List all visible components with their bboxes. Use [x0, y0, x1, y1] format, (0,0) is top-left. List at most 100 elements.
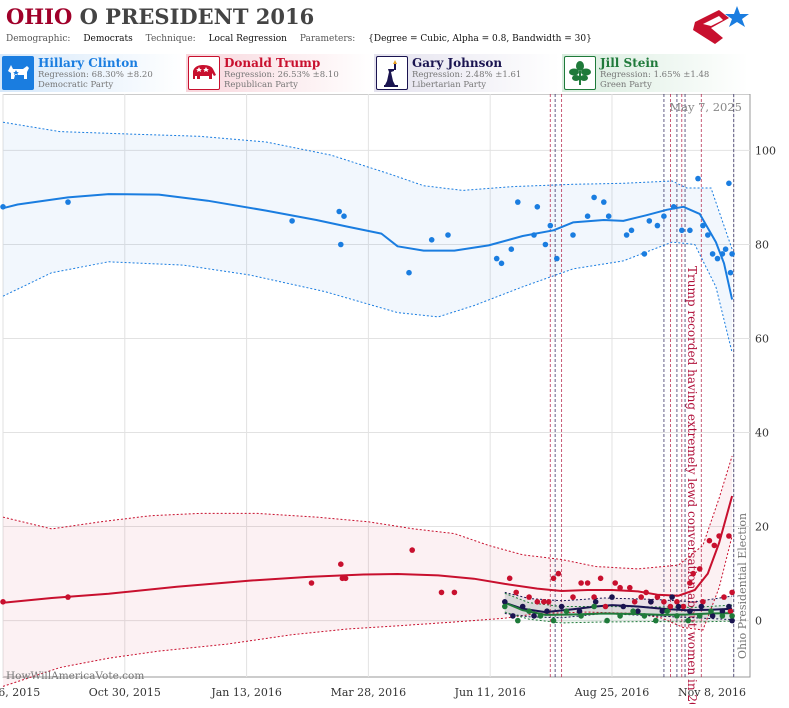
- hillary-clinton-poll-point: [406, 269, 412, 276]
- donald-trump-poll-point: [591, 594, 597, 600]
- hillary-clinton-poll-point: [661, 213, 667, 219]
- candidate-regression: Regression: 26.53% ±8.10: [224, 70, 339, 80]
- hillary-clinton-poll-point: [726, 180, 732, 187]
- candidate-card-johnson[interactable]: Gary Johnson Regression: 2.48% ±1.61 Lib…: [374, 54, 560, 92]
- hillary-clinton-confidence-band: [3, 122, 733, 353]
- hillary-clinton-poll-point: [628, 227, 635, 234]
- y-tick-label: 40: [755, 427, 769, 440]
- gary-johnson-poll-point: [675, 603, 682, 610]
- donald-trump-poll-point: [617, 584, 623, 591]
- donald-trump-poll-point: [627, 584, 633, 591]
- y-tick-label: 100: [755, 144, 776, 157]
- hillary-clinton-poll-point: [534, 204, 541, 210]
- demographic-value: Democrats: [83, 34, 133, 44]
- hillary-clinton-poll-point: [714, 255, 721, 262]
- candidate-card-stein[interactable]: Jill Stein Regression: 1.65% ±1.48 Green…: [562, 54, 748, 92]
- gary-johnson-poll-point: [544, 608, 550, 614]
- jill-stein-poll-point: [502, 603, 508, 610]
- donald-trump-confidence-band: [3, 456, 733, 687]
- donald-trump-poll-point: [506, 575, 513, 582]
- jill-stein-poll-point: [591, 603, 597, 610]
- leaf-icon: [564, 56, 596, 90]
- candidate-party: Libertarian Party: [412, 80, 487, 90]
- star-logo-icon: [693, 6, 749, 44]
- donald-trump-poll-point: [690, 570, 696, 577]
- hillary-clinton-poll-point: [700, 222, 706, 229]
- hillary-clinton-upper-bound: [2, 121, 733, 250]
- donald-trump-poll-point: [711, 542, 718, 549]
- x-tick-label: Oct 30, 2015: [89, 686, 161, 699]
- liberty-torch-icon: [376, 56, 408, 90]
- date-label: May 7, 2025: [669, 100, 742, 114]
- gary-johnson-poll-point: [558, 603, 565, 610]
- jill-stein-poll-point: [641, 613, 648, 619]
- hillary-clinton-poll-point: [709, 251, 716, 257]
- jill-stein-poll-point: [537, 613, 544, 619]
- candidate-name: Jill Stein: [600, 56, 659, 70]
- gary-johnson-poll-point: [687, 608, 693, 614]
- jill-stein-poll-point: [696, 613, 703, 619]
- hillary-clinton-poll-point: [336, 208, 343, 215]
- demographic-param: Demographic: Democrats: [6, 34, 133, 44]
- hillary-clinton-poll-point: [531, 232, 537, 238]
- hillary-clinton-poll-point: [341, 213, 347, 219]
- donald-trump-poll-point: [570, 594, 576, 600]
- x-tick-label: Jun 11, 2016: [454, 686, 526, 699]
- hillary-clinton-poll-point: [428, 237, 435, 243]
- hillary-clinton-poll-point: [547, 222, 554, 229]
- donald-trump-poll-point: [602, 603, 609, 610]
- donald-trump-poll-point: [654, 594, 661, 600]
- plot-frame: [2, 93, 751, 678]
- hillary-clinton-poll-point: [584, 213, 591, 219]
- x-tick-label: Aug 16, 2015: [0, 686, 40, 699]
- donald-trump-poll-point: [65, 594, 71, 600]
- candidate-party: Democratic Party: [38, 80, 114, 90]
- donald-trump-poll-point: [513, 589, 519, 596]
- hillary-clinton-poll-point: [289, 218, 295, 224]
- title-rest: O PRESIDENT 2016: [72, 4, 315, 29]
- hillary-clinton-poll-point: [445, 232, 451, 238]
- donald-trump-poll-point: [584, 580, 591, 586]
- candidate-regression: Regression: 68.30% ±8.20: [38, 70, 153, 80]
- donald-trump-regression-line: [2, 495, 734, 604]
- hillary-clinton-poll-point: [65, 199, 71, 205]
- parameters-param: Parameters: {Degree = Cubic, Alpha = 0.8…: [300, 34, 592, 44]
- parameters-label: Parameters:: [299, 34, 356, 44]
- donald-trump-poll-point: [706, 537, 713, 544]
- hillary-clinton-poll-point: [705, 232, 711, 238]
- page-title: OHIO O PRESIDENT 2016: [6, 4, 314, 29]
- hillary-clinton-poll-point: [670, 204, 677, 210]
- donald-trump-poll-point: [451, 589, 458, 596]
- gary-johnson-poll-point: [648, 599, 654, 605]
- donald-trump-poll-point: [550, 575, 557, 582]
- hillary-clinton-poll-point: [654, 222, 661, 229]
- candidate-name: Gary Johnson: [412, 56, 503, 70]
- donald-trump-poll-point: [545, 599, 552, 605]
- donald-trump-poll-point: [727, 608, 734, 614]
- candidate-card-clinton[interactable]: Hillary Clinton Regression: 68.30% ±8.20…: [0, 54, 184, 92]
- gary-johnson-poll-point: [519, 603, 526, 610]
- hillary-clinton-poll-point: [493, 255, 500, 262]
- hillary-clinton-poll-point: [542, 241, 549, 248]
- jill-stein-poll-point: [653, 617, 659, 624]
- candidate-regression: Regression: 2.48% ±1.61: [412, 70, 522, 80]
- gary-johnson-poll-point: [659, 608, 666, 614]
- gary-johnson-poll-point: [510, 613, 516, 619]
- hillary-clinton-poll-point: [695, 175, 701, 182]
- gary-johnson-poll-point: [531, 613, 537, 619]
- technique-value: Local Regression: [208, 34, 287, 44]
- gary-johnson-poll-point: [729, 617, 735, 624]
- donald-trump-poll-point: [680, 603, 687, 610]
- candidate-name: Donald Trump: [224, 56, 321, 70]
- hillary-clinton-poll-point: [0, 204, 6, 210]
- donald-trump-poll-point: [631, 599, 638, 605]
- title-state: OHIO: [6, 4, 73, 29]
- x-tick-label: Aug 25, 2016: [574, 686, 650, 699]
- gary-johnson-poll-point: [620, 603, 627, 610]
- donald-trump-poll-point: [578, 580, 584, 586]
- candidate-card-trump[interactable]: Donald Trump Regression: 26.53% ±8.10 Re…: [186, 54, 372, 92]
- gary-johnson-poll-point: [502, 599, 508, 605]
- donald-trump-poll-point: [638, 594, 644, 600]
- gary-johnson-poll-point: [609, 594, 615, 600]
- hillary-clinton-poll-point: [498, 260, 505, 267]
